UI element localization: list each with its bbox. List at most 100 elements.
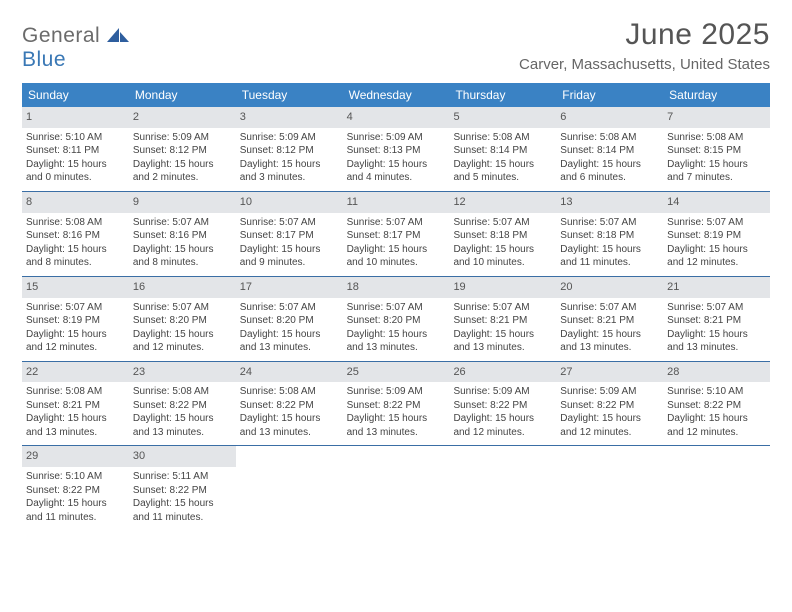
day-cell: 25Sunrise: 5:09 AMSunset: 8:22 PMDayligh… xyxy=(343,362,450,446)
dow-header-cell: Tuesday xyxy=(236,83,343,107)
logo-word-2: Blue xyxy=(22,48,66,71)
sunset-line: Sunset: 8:12 PM xyxy=(240,144,339,158)
daylight-line: Daylight: 15 hours and 13 minutes. xyxy=(240,412,339,439)
daylight-line: Daylight: 15 hours and 12 minutes. xyxy=(667,243,766,270)
day-cell: 4Sunrise: 5:09 AMSunset: 8:13 PMDaylight… xyxy=(343,107,450,191)
week-row: 29Sunrise: 5:10 AMSunset: 8:22 PMDayligh… xyxy=(22,446,770,530)
logo-text: General Blue xyxy=(22,24,129,72)
day-cell: 6Sunrise: 5:08 AMSunset: 8:14 PMDaylight… xyxy=(556,107,663,191)
day-cell: 24 Sunrise: 5:08 AMSunset: 8:22 PMDayligh… xyxy=(236,362,343,446)
sunrise-line: Sunrise: 5:11 AM xyxy=(133,470,232,484)
day-cell: 26Sunrise: 5:09 AMSunset: 8:22 PMDayligh… xyxy=(449,362,556,446)
day-cell: 15Sunrise: 5:07 AMSunset: 8:19 PMDayligh… xyxy=(22,277,129,361)
sunset-line: Sunset: 8:21 PM xyxy=(453,314,552,328)
day-number: 2 xyxy=(129,107,236,128)
sunset-line: Sunset: 8:22 PM xyxy=(240,399,339,413)
sunset-line: Sunset: 8:21 PM xyxy=(667,314,766,328)
day-number: 1 xyxy=(22,107,129,128)
sunrise-line: Sunrise: 5:07 AM xyxy=(560,301,659,315)
location-subtitle: Carver, Massachusetts, United States xyxy=(519,56,770,73)
day-cell: 21Sunrise: 5:07 AMSunset: 8:21 PMDayligh… xyxy=(663,277,770,361)
sunrise-line: Sunrise: 5:08 AM xyxy=(240,385,339,399)
day-cell: 22Sunrise: 5:08 AMSunset: 8:21 PMDayligh… xyxy=(22,362,129,446)
sunset-line: Sunset: 8:20 PM xyxy=(240,314,339,328)
day-number: 15 xyxy=(22,277,129,298)
day-cell: 13Sunrise: 5:07 AMSunset: 8:18 PMDayligh… xyxy=(556,192,663,276)
dow-header-cell: Saturday xyxy=(663,83,770,107)
sunrise-line: Sunrise: 5:09 AM xyxy=(133,131,232,145)
day-cell: 17Sunrise: 5:07 AMSunset: 8:20 PMDayligh… xyxy=(236,277,343,361)
day-cell: 2Sunrise: 5:09 AMSunset: 8:12 PMDaylight… xyxy=(129,107,236,191)
sunrise-line: Sunrise: 5:07 AM xyxy=(667,301,766,315)
daylight-line: Daylight: 15 hours and 12 minutes. xyxy=(26,328,125,355)
sunset-line: Sunset: 8:22 PM xyxy=(133,399,232,413)
day-number: 26 xyxy=(449,362,556,383)
daylight-line: Daylight: 15 hours and 8 minutes. xyxy=(133,243,232,270)
day-number: 10 xyxy=(236,192,343,213)
day-number: 30 xyxy=(129,446,236,467)
calendar-page: General Blue June 2025 Carver, Massachus… xyxy=(0,0,792,540)
day-number: 11 xyxy=(343,192,450,213)
day-number: 20 xyxy=(556,277,663,298)
sunset-line: Sunset: 8:14 PM xyxy=(453,144,552,158)
day-number: 24 xyxy=(236,362,343,383)
sunrise-line: Sunrise: 5:08 AM xyxy=(453,131,552,145)
daylight-line: Daylight: 15 hours and 13 minutes. xyxy=(347,412,446,439)
sunrise-line: Sunrise: 5:07 AM xyxy=(453,216,552,230)
sunset-line: Sunset: 8:21 PM xyxy=(560,314,659,328)
daylight-line: Daylight: 15 hours and 13 minutes. xyxy=(133,412,232,439)
sunset-line: Sunset: 8:22 PM xyxy=(133,484,232,498)
sunrise-line: Sunrise: 5:07 AM xyxy=(560,216,659,230)
day-cell: 1Sunrise: 5:10 AMSunset: 8:11 PMDaylight… xyxy=(22,107,129,191)
day-cell: 18Sunrise: 5:07 AMSunset: 8:20 PMDayligh… xyxy=(343,277,450,361)
sunset-line: Sunset: 8:19 PM xyxy=(667,229,766,243)
dow-header-row: SundayMondayTuesdayWednesdayThursdayFrid… xyxy=(22,83,770,107)
sunrise-line: Sunrise: 5:08 AM xyxy=(133,385,232,399)
daylight-line: Daylight: 15 hours and 13 minutes. xyxy=(347,328,446,355)
sunrise-line: Sunrise: 5:10 AM xyxy=(26,470,125,484)
daylight-line: Daylight: 15 hours and 2 minutes. xyxy=(133,158,232,185)
day-cell: 23Sunrise: 5:08 AMSunset: 8:22 PMDayligh… xyxy=(129,362,236,446)
sunrise-line: Sunrise: 5:07 AM xyxy=(347,301,446,315)
sunset-line: Sunset: 8:22 PM xyxy=(453,399,552,413)
day-cell: 12Sunrise: 5:07 AMSunset: 8:18 PMDayligh… xyxy=(449,192,556,276)
day-number: 22 xyxy=(22,362,129,383)
day-cell: 30Sunrise: 5:11 AMSunset: 8:22 PMDayligh… xyxy=(129,446,236,530)
day-cell: 10Sunrise: 5:07 AMSunset: 8:17 PMDayligh… xyxy=(236,192,343,276)
day-number: 16 xyxy=(129,277,236,298)
day-number: 21 xyxy=(663,277,770,298)
sunset-line: Sunset: 8:20 PM xyxy=(347,314,446,328)
sunrise-line: Sunrise: 5:09 AM xyxy=(240,131,339,145)
sunrise-line: Sunrise: 5:08 AM xyxy=(667,131,766,145)
day-number: 27 xyxy=(556,362,663,383)
sunset-line: Sunset: 8:14 PM xyxy=(560,144,659,158)
sunset-line: Sunset: 8:22 PM xyxy=(26,484,125,498)
day-number: 14 xyxy=(663,192,770,213)
daylight-line: Daylight: 15 hours and 8 minutes. xyxy=(26,243,125,270)
sunset-line: Sunset: 8:16 PM xyxy=(26,229,125,243)
sunset-line: Sunset: 8:16 PM xyxy=(133,229,232,243)
sunrise-line: Sunrise: 5:08 AM xyxy=(26,385,125,399)
sunrise-line: Sunrise: 5:07 AM xyxy=(667,216,766,230)
day-number: 25 xyxy=(343,362,450,383)
day-number: 19 xyxy=(449,277,556,298)
daylight-line: Daylight: 15 hours and 11 minutes. xyxy=(26,497,125,524)
day-number: 9 xyxy=(129,192,236,213)
day-number: 8 xyxy=(22,192,129,213)
title-block: June 2025 Carver, Massachusetts, United … xyxy=(519,18,770,73)
week-row: 1Sunrise: 5:10 AMSunset: 8:11 PMDaylight… xyxy=(22,107,770,192)
daylight-line: Daylight: 15 hours and 11 minutes. xyxy=(560,243,659,270)
daylight-line: Daylight: 15 hours and 0 minutes. xyxy=(26,158,125,185)
day-cell: 9Sunrise: 5:07 AMSunset: 8:16 PMDaylight… xyxy=(129,192,236,276)
calendar-table: SundayMondayTuesdayWednesdayThursdayFrid… xyxy=(22,83,770,530)
sunset-line: Sunset: 8:17 PM xyxy=(240,229,339,243)
daylight-line: Daylight: 15 hours and 7 minutes. xyxy=(667,158,766,185)
daylight-line: Daylight: 15 hours and 10 minutes. xyxy=(347,243,446,270)
daylight-line: Daylight: 15 hours and 6 minutes. xyxy=(560,158,659,185)
sunrise-line: Sunrise: 5:07 AM xyxy=(453,301,552,315)
sunrise-line: Sunrise: 5:08 AM xyxy=(560,131,659,145)
week-row: 22Sunrise: 5:08 AMSunset: 8:21 PMDayligh… xyxy=(22,362,770,447)
page-title: June 2025 xyxy=(519,18,770,52)
sunset-line: Sunset: 8:22 PM xyxy=(560,399,659,413)
sunset-line: Sunset: 8:17 PM xyxy=(347,229,446,243)
